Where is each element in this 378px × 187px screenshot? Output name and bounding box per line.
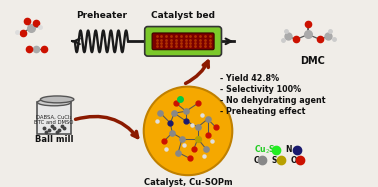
Text: Ball mill: Ball mill [35, 135, 73, 144]
Ellipse shape [37, 99, 71, 106]
Text: N: N [285, 145, 292, 154]
Text: - No dehydrating agent: - No dehydrating agent [220, 96, 325, 105]
Text: Catalyst bed: Catalyst bed [151, 11, 215, 20]
Text: Catalyst, Cu-SOPm: Catalyst, Cu-SOPm [144, 178, 232, 187]
Text: DMC: DMC [301, 56, 325, 66]
FancyBboxPatch shape [37, 102, 71, 134]
Text: S: S [272, 156, 277, 165]
Ellipse shape [40, 96, 74, 103]
Text: O: O [290, 156, 297, 165]
Text: - Selectivity 100%: - Selectivity 100% [220, 85, 301, 94]
Text: DABSA, CuCl₂
BTC and DMSO: DABSA, CuCl₂ BTC and DMSO [34, 115, 74, 125]
FancyBboxPatch shape [152, 33, 214, 50]
Text: - Yield 42.8%: - Yield 42.8% [220, 74, 279, 83]
Circle shape [144, 87, 232, 175]
Text: Cu$_2$S: Cu$_2$S [254, 143, 276, 156]
FancyBboxPatch shape [145, 27, 222, 56]
Text: - Preheating effect: - Preheating effect [220, 107, 305, 116]
Text: Preheater: Preheater [76, 11, 127, 20]
Text: C: C [254, 156, 260, 165]
